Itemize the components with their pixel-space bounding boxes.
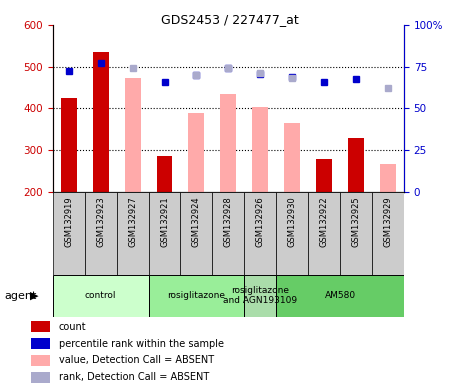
Text: agent: agent — [5, 291, 37, 301]
Text: GSM132924: GSM132924 — [192, 196, 201, 247]
Text: GSM132928: GSM132928 — [224, 196, 233, 247]
Bar — [31, 355, 50, 366]
Bar — [157, 156, 173, 192]
Bar — [244, 275, 276, 317]
Text: rosiglitazone: rosiglitazone — [168, 291, 225, 300]
Bar — [117, 192, 149, 275]
Text: count: count — [59, 321, 86, 331]
Bar — [53, 275, 149, 317]
Text: GDS2453 / 227477_at: GDS2453 / 227477_at — [161, 13, 298, 26]
Text: rank, Detection Call = ABSENT: rank, Detection Call = ABSENT — [59, 372, 209, 382]
Text: percentile rank within the sample: percentile rank within the sample — [59, 339, 224, 349]
Bar — [61, 98, 77, 192]
Bar — [244, 192, 276, 275]
Bar — [149, 192, 180, 275]
Bar — [31, 372, 50, 383]
Text: ▶: ▶ — [30, 291, 39, 301]
Text: AM580: AM580 — [325, 291, 356, 300]
Bar — [348, 138, 364, 192]
Bar — [276, 275, 404, 317]
Bar — [220, 94, 236, 192]
Bar — [308, 192, 340, 275]
Text: control: control — [85, 291, 117, 300]
Bar — [252, 107, 268, 192]
Bar — [53, 192, 85, 275]
Text: GSM132922: GSM132922 — [319, 196, 329, 247]
Bar — [340, 192, 372, 275]
Text: GSM132923: GSM132923 — [96, 196, 105, 247]
Bar — [85, 192, 117, 275]
Bar — [124, 78, 140, 192]
Text: value, Detection Call = ABSENT: value, Detection Call = ABSENT — [59, 356, 214, 366]
Bar — [93, 52, 109, 192]
Bar — [380, 164, 396, 192]
Text: GSM132927: GSM132927 — [128, 196, 137, 247]
Text: rosiglitazone
and AGN193109: rosiglitazone and AGN193109 — [223, 286, 297, 305]
Text: GSM132925: GSM132925 — [352, 196, 360, 247]
Text: GSM132929: GSM132929 — [383, 196, 392, 247]
Text: GSM132926: GSM132926 — [256, 196, 265, 247]
Bar — [284, 123, 300, 192]
Text: GSM132921: GSM132921 — [160, 196, 169, 247]
Bar — [149, 275, 244, 317]
Bar — [31, 321, 50, 333]
Bar — [180, 192, 213, 275]
Bar — [372, 192, 404, 275]
Bar — [189, 113, 204, 192]
Bar — [276, 192, 308, 275]
Bar — [213, 192, 244, 275]
Bar — [31, 338, 50, 349]
Bar — [316, 159, 332, 192]
Text: GSM132919: GSM132919 — [64, 196, 73, 247]
Text: GSM132930: GSM132930 — [288, 196, 297, 247]
